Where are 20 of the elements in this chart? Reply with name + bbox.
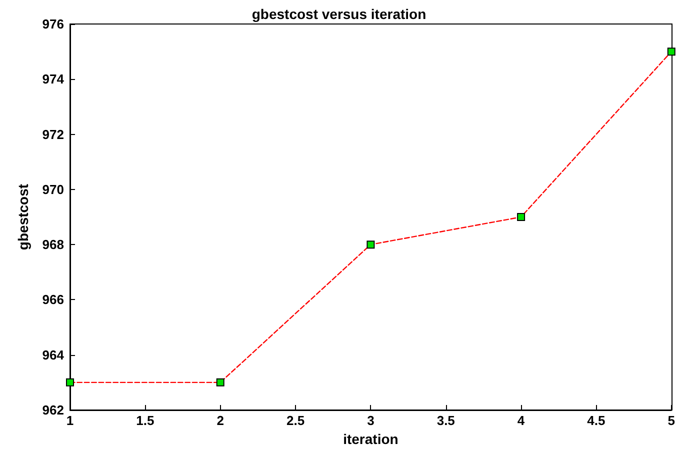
x-tick-label: 1 xyxy=(66,413,74,428)
y-tick-label: 970 xyxy=(42,182,64,197)
x-axis-title: iteration xyxy=(343,431,398,447)
y-tick-label: 964 xyxy=(42,347,65,362)
x-tick-label: 5 xyxy=(668,413,675,428)
x-tick-label: 2.5 xyxy=(286,413,305,428)
chart-title: gbestcost versus iteration xyxy=(252,6,426,22)
y-tick-label: 974 xyxy=(42,72,65,87)
x-tick-label: 4 xyxy=(517,413,526,428)
y-tick-label: 968 xyxy=(42,237,64,252)
y-axis-title: gbestcost xyxy=(15,184,31,250)
x-tick-label: 3 xyxy=(367,413,374,428)
x-tick-label: 1.5 xyxy=(136,413,154,428)
x-tick-label: 4.5 xyxy=(587,413,606,428)
y-tick-label: 972 xyxy=(42,126,64,142)
x-tick-label: 3.5 xyxy=(436,413,455,428)
x-tick-label: 2 xyxy=(216,413,224,428)
y-tick-label: 962 xyxy=(42,402,64,418)
y-tick-label: 976 xyxy=(42,16,64,32)
y-tick-label: 966 xyxy=(42,292,64,308)
